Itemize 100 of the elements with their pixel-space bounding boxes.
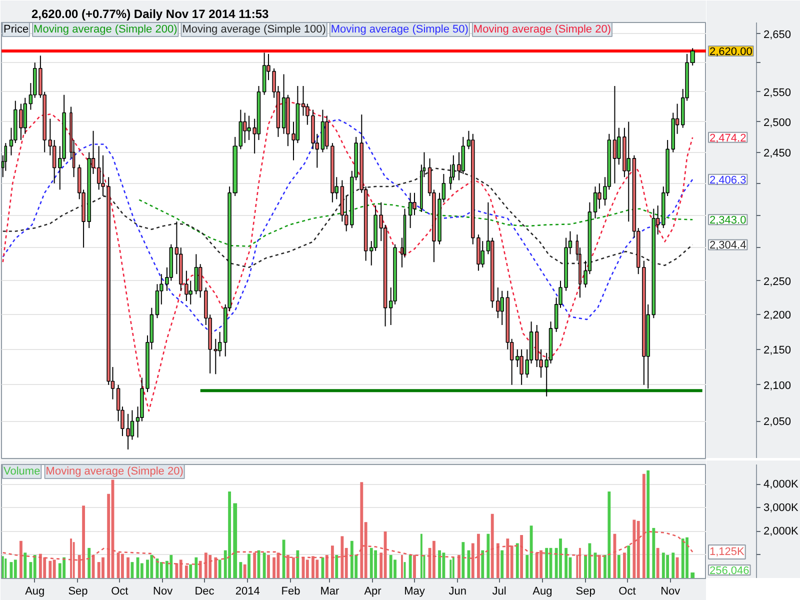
- bar: [189, 564, 192, 578]
- y-tick-label: 2,650: [764, 28, 792, 41]
- x-tick-label: Dec: [194, 586, 215, 598]
- bar: [208, 554, 212, 578]
- line-series: [2, 530, 694, 566]
- y-tick-label: 4,000K: [764, 478, 800, 490]
- bar: [170, 554, 173, 578]
- line-series: [2, 118, 694, 334]
- text: Moving average (Simple 100): [182, 24, 326, 36]
- text: Price: [4, 24, 29, 36]
- candlestick: [188, 280, 192, 305]
- bar: [413, 554, 416, 578]
- x-tick-label: Aug: [25, 586, 45, 598]
- bar: [506, 538, 510, 578]
- candlestick: [626, 121, 630, 222]
- bar: [218, 560, 222, 578]
- bar: [690, 572, 695, 578]
- bar: [545, 548, 548, 578]
- bar: [179, 560, 182, 578]
- bar: [306, 560, 309, 578]
- bar: [672, 552, 675, 578]
- bar: [194, 557, 198, 578]
- x-tick-label: Nov: [660, 586, 681, 598]
- x-tick-label: Mar: [320, 586, 340, 598]
- y-tick-label: 2,050: [764, 416, 792, 428]
- bar: [490, 514, 494, 578]
- y-tick-label: 2,550: [764, 86, 792, 99]
- data-label: 2,406.3: [710, 174, 746, 186]
- candlestick: [593, 186, 598, 219]
- bar: [126, 557, 130, 578]
- bar: [233, 503, 238, 578]
- bar: [360, 482, 364, 578]
- candlestick: [214, 338, 218, 375]
- y-tick-label: 2,450: [764, 147, 792, 160]
- x-tick-label: Jun: [448, 586, 466, 598]
- x-tick-label: Feb: [281, 586, 300, 598]
- text: Moving average (Simple 20): [473, 24, 611, 36]
- bar: [438, 550, 441, 578]
- candlestick: [480, 240, 484, 268]
- bar: [316, 560, 319, 578]
- candlestick: [218, 331, 222, 357]
- x-tick-label: Oct: [618, 586, 636, 598]
- x-tick-label: Sep: [576, 586, 596, 598]
- bar: [204, 552, 208, 578]
- bar: [175, 563, 178, 578]
- bar: [340, 536, 344, 578]
- x-tick-label: Apr: [364, 586, 382, 598]
- bar: [588, 543, 592, 578]
- candlestick: [520, 348, 524, 386]
- bar: [62, 557, 66, 578]
- bar: [370, 548, 373, 578]
- ref-line-label: 2,620.00: [710, 46, 752, 58]
- data-label: 1,125K: [710, 546, 746, 558]
- bar: [520, 535, 524, 578]
- bar: [267, 554, 270, 578]
- bar: [296, 550, 300, 578]
- bar: [530, 526, 533, 578]
- x-tick-label: Oct: [111, 586, 128, 598]
- candlestick: [198, 264, 202, 298]
- bar: [389, 554, 392, 578]
- bar: [458, 554, 460, 578]
- bar: [471, 543, 474, 578]
- bar: [325, 554, 328, 578]
- line-series: [138, 199, 694, 247]
- bar: [636, 520, 640, 578]
- candlestick: [52, 139, 56, 184]
- bar: [286, 554, 290, 578]
- y-tick-label: 2,200: [764, 310, 792, 322]
- text: Moving average (Simple 200): [34, 24, 178, 36]
- x-tick-label: May: [404, 586, 426, 598]
- bar: [160, 562, 163, 578]
- candlestick: [408, 192, 412, 229]
- bar: [374, 550, 378, 578]
- bar: [312, 556, 314, 578]
- bar: [598, 554, 601, 578]
- bar: [656, 548, 660, 578]
- bar: [239, 562, 242, 578]
- candlestick: [96, 146, 101, 190]
- bar: [662, 552, 665, 578]
- bar: [496, 543, 500, 578]
- bar: [535, 552, 538, 578]
- annotation: 256,046: [710, 565, 750, 577]
- line-series: [2, 101, 694, 412]
- x-tick-label: Aug: [532, 586, 552, 598]
- candlestick: [184, 270, 188, 302]
- bar: [198, 560, 202, 578]
- bar: [48, 560, 52, 578]
- bar: [476, 534, 480, 578]
- y-tick-label: 3,000K: [764, 502, 800, 514]
- bar: [52, 560, 56, 578]
- bar: [292, 557, 295, 578]
- bar: [442, 552, 446, 578]
- bar: [243, 564, 246, 578]
- bar: [632, 520, 636, 578]
- x-tick-label: Nov: [153, 586, 174, 598]
- bar: [666, 554, 670, 578]
- candlestick: [301, 85, 306, 116]
- bar: [623, 552, 626, 578]
- candlestick: [500, 290, 504, 326]
- y-tick-label: 2,250: [764, 276, 792, 288]
